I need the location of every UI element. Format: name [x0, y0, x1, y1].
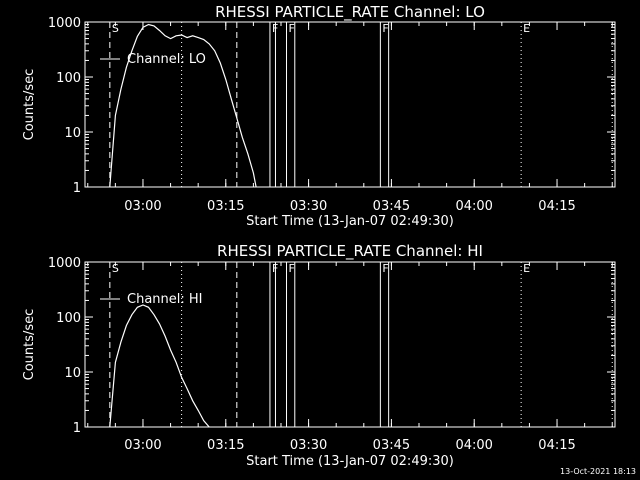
x-axis-label: Start Time (13-Jan-07 02:49:30) [246, 214, 454, 229]
flag-label: E [523, 262, 530, 275]
y-tick-label: 10 [64, 126, 81, 141]
flag-label: F [289, 262, 295, 275]
y-tick-label: 1 [73, 181, 81, 196]
y-axis-label: Counts/sec [22, 69, 37, 141]
x-tick-label: 04:00 [455, 199, 492, 214]
plot-frame [84, 21, 616, 188]
x-tick-label: 03:15 [207, 199, 244, 214]
chart-title: RHESSI PARTICLE_RATE Channel: HI [217, 242, 483, 261]
series-line [109, 23, 257, 188]
y-tick-label: 100 [56, 71, 81, 86]
y-tick-label: 1 [73, 421, 81, 436]
x-tick-label: 03:30 [290, 438, 327, 453]
legend-label: Channel: LO [127, 52, 206, 67]
flag-label: F [382, 262, 388, 275]
x-tick-label: 04:15 [538, 438, 575, 453]
x-tick-label: 03:15 [207, 438, 244, 453]
flag-label: S [112, 22, 119, 35]
x-tick-label: 03:00 [124, 199, 161, 214]
x-tick-label: 03:00 [124, 438, 161, 453]
flag-label: E [523, 22, 530, 35]
y-tick-label: 1000 [48, 256, 81, 271]
flag-label: F [289, 22, 295, 35]
x-tick-label: 04:00 [455, 438, 492, 453]
legend-label: Channel: HI [127, 292, 203, 307]
plot-frame [84, 261, 616, 428]
series-line [109, 304, 210, 428]
chart-title: RHESSI PARTICLE_RATE Channel: LO [215, 3, 485, 22]
timestamp: 13-Oct-2021 18:13 [560, 467, 636, 476]
y-axis-label: Counts/sec [22, 309, 37, 381]
x-axis-label: Start Time (13-Jan-07 02:49:30) [246, 454, 454, 469]
y-tick-label: 100 [56, 311, 81, 326]
x-tick-label: 03:45 [373, 438, 410, 453]
flag-label: S [112, 262, 119, 275]
chart-panel-2: RHESSI PARTICLE_RATE Channel: HI 1 10 100 10… [22, 242, 616, 469]
y-tick-label: 1000 [48, 16, 81, 31]
x-tick-label: 03:45 [373, 199, 410, 214]
flag-label: F [382, 22, 388, 35]
chart-panel-1: RHESSI PARTICLE_RATE Channel: LO 1 10 100 10… [22, 3, 616, 229]
x-tick-label: 04:15 [538, 199, 575, 214]
y-tick-label: 10 [64, 366, 81, 381]
x-tick-label: 03:30 [290, 199, 327, 214]
